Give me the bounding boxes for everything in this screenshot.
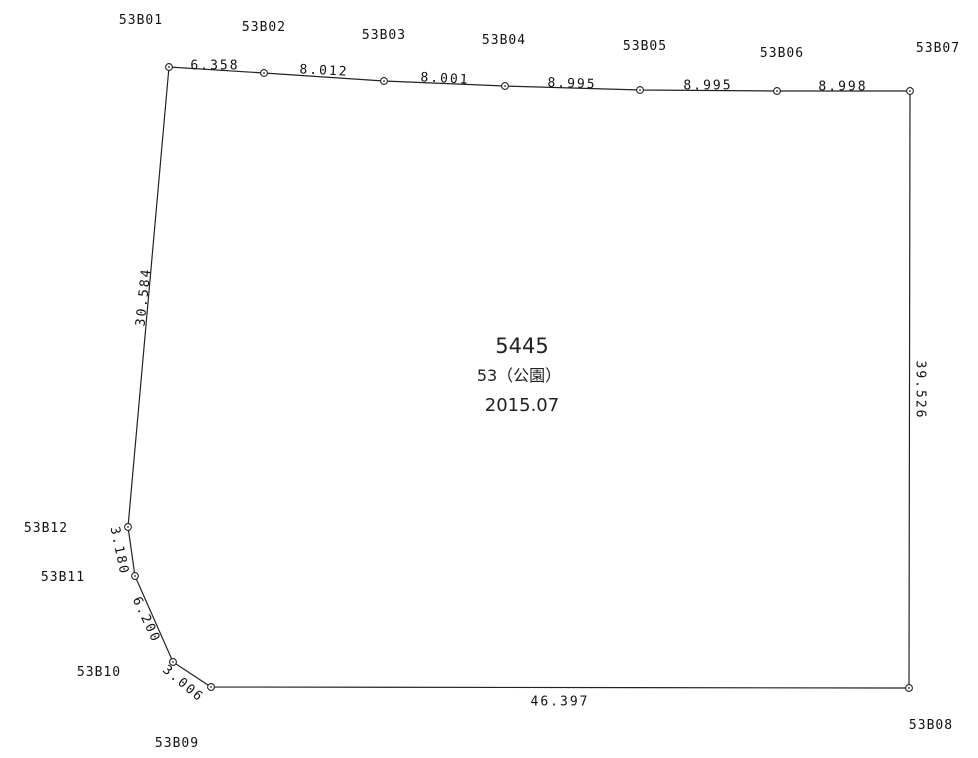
edge-length-label: 6.358 <box>190 59 239 74</box>
edge-length-label: 39.526 <box>913 361 928 420</box>
edge-length-label: 30.584 <box>133 267 154 327</box>
survey-point-center-dot <box>504 85 506 87</box>
survey-point-center-dot <box>172 661 174 663</box>
survey-point-center-dot <box>134 575 136 577</box>
survey-point-center-dot <box>127 526 129 528</box>
edge-length-label: 8.995 <box>683 79 732 94</box>
survey-point-markers <box>124 63 914 692</box>
survey-point-labels: 53B01 53B02 53B03 53B04 53B05 53B06 53B07 53B08… <box>24 13 960 751</box>
edge-length-label: 3.180 <box>107 525 132 576</box>
survey-point-label: 53B07 <box>916 41 960 56</box>
parcel-date: 2015.07 <box>485 395 559 416</box>
edge-length-label: 8.998 <box>818 80 867 95</box>
edge-length-label: 46.397 <box>531 695 590 710</box>
edge-length-label: 6.200 <box>129 595 163 646</box>
survey-point-label: 53B11 <box>41 570 85 585</box>
survey-point-label: 53B04 <box>482 33 526 48</box>
survey-point-label: 53B02 <box>242 20 286 35</box>
survey-point-center-dot <box>776 90 778 92</box>
survey-point-label: 53B01 <box>119 13 163 28</box>
edge-length-label: 8.012 <box>299 62 349 80</box>
survey-point-center-dot <box>383 80 385 82</box>
survey-point-label: 53B09 <box>155 736 199 751</box>
parcel-use: 53（公園） <box>477 366 561 385</box>
edge-length-labels: 6.358 8.012 8.001 8.995 8.995 8.998 39.526 46.3… <box>107 59 928 710</box>
survey-point-center-dot <box>263 72 265 74</box>
survey-point-label: 53B08 <box>909 718 953 733</box>
edge-length-label: 8.001 <box>420 70 470 88</box>
survey-point-label: 53B12 <box>24 521 68 536</box>
survey-point-center-dot <box>639 89 641 91</box>
edge-length-label: 8.995 <box>547 76 597 93</box>
survey-point-label: 53B10 <box>77 665 121 680</box>
survey-point-center-dot <box>210 686 212 688</box>
survey-point-center-dot <box>168 66 170 68</box>
survey-point-label: 53B06 <box>760 46 804 61</box>
survey-point-center-dot <box>909 90 911 92</box>
survey-point-center-dot <box>908 687 910 689</box>
survey-point-label: 53B03 <box>362 28 406 43</box>
survey-point-label: 53B05 <box>623 39 667 54</box>
parcel-number: 5445 <box>495 334 548 358</box>
